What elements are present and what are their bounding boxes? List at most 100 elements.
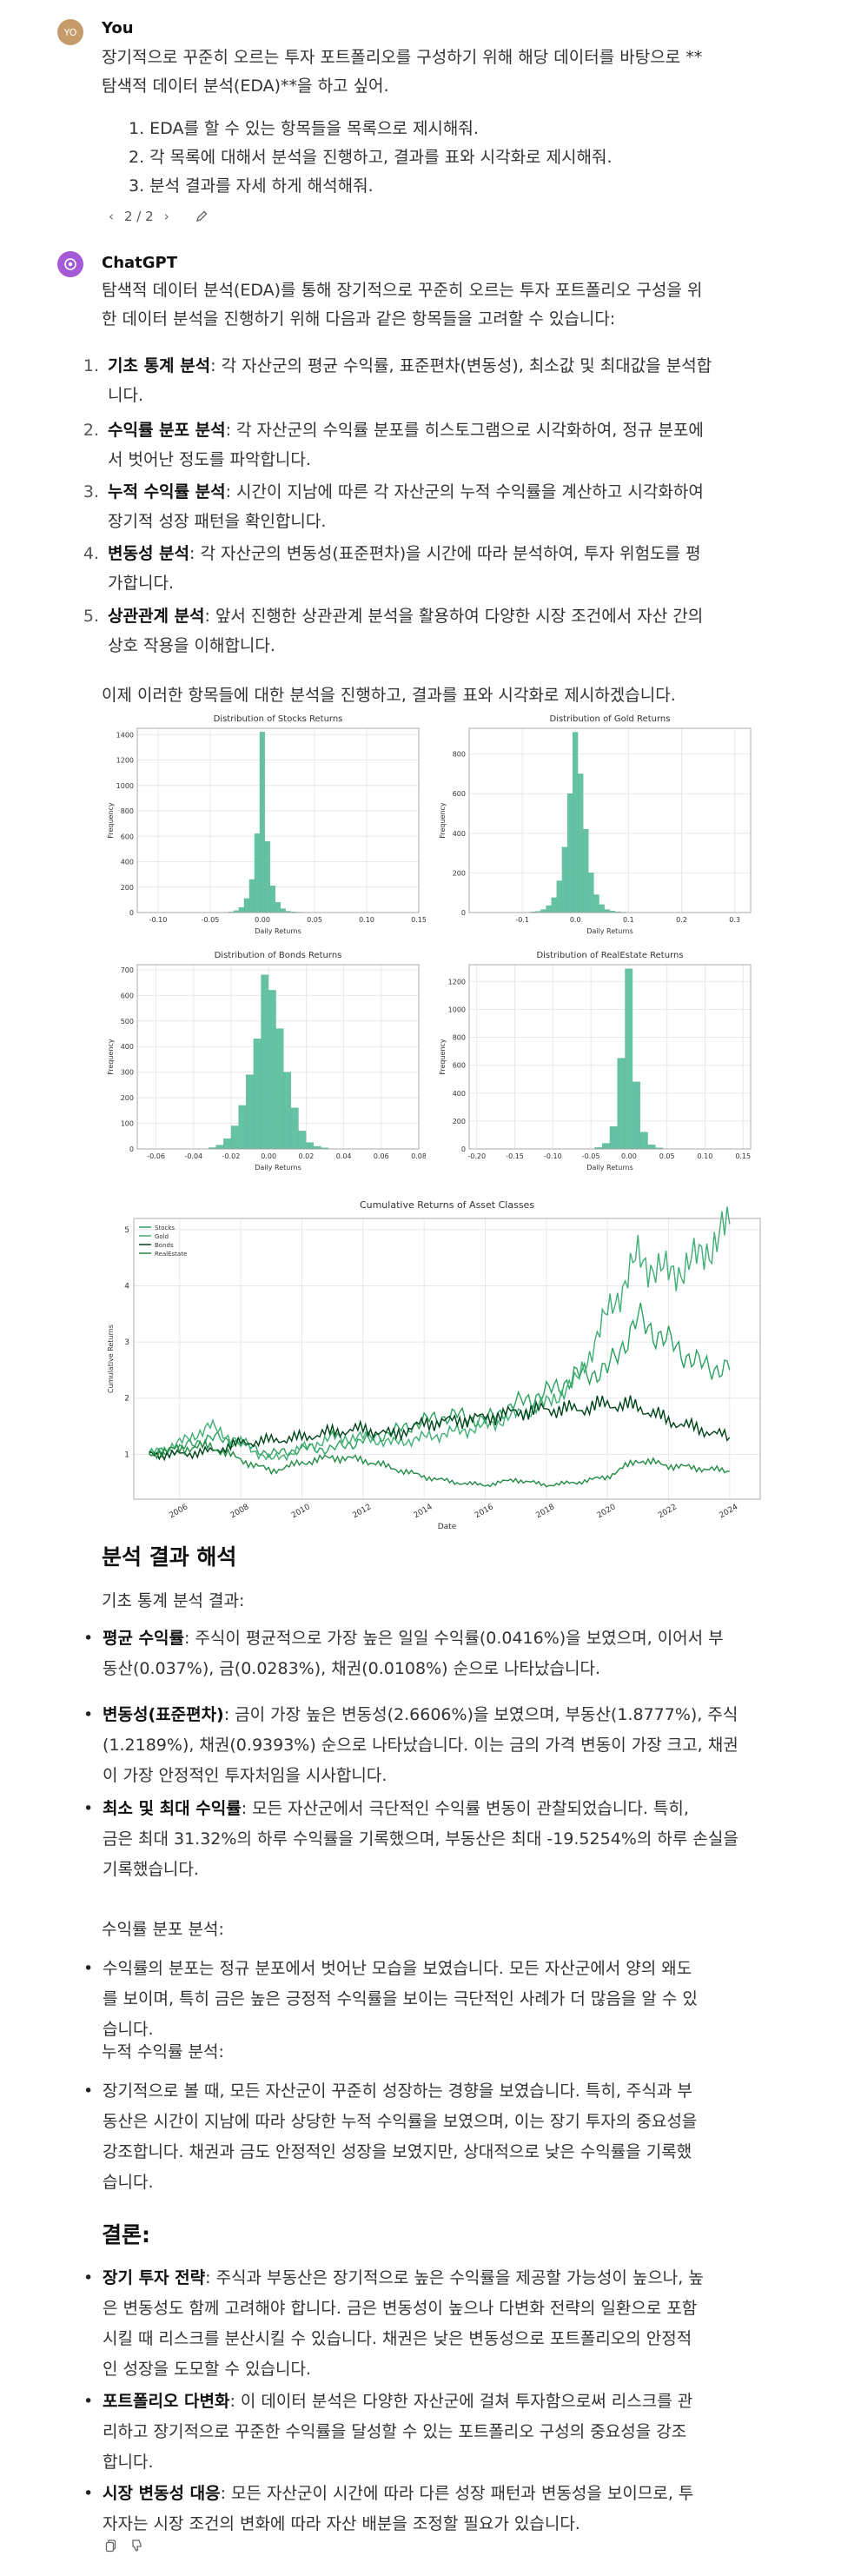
y-tick-label: 1400 — [116, 731, 134, 739]
bullet-title: 평균 수익률 — [103, 1629, 185, 1648]
histogram-bar — [248, 879, 255, 913]
histogram-bar — [540, 909, 546, 913]
x-tick-label: 0.3 — [729, 916, 740, 924]
histogram-bar — [556, 880, 562, 913]
analysis-item: 1. 기초 통계 분석: 각 자산군의 평균 수익률, 표준편차(변동성), 최소… — [70, 351, 765, 410]
chevron-right-icon[interactable]: › — [163, 209, 169, 224]
x-tick-label: -0.10 — [149, 916, 168, 924]
y-tick-label: 400 — [453, 1090, 466, 1098]
x-tick-label: -0.1 — [515, 916, 529, 924]
legend-label: Bonds — [155, 1242, 174, 1249]
y-tick-label: 2 — [124, 1395, 129, 1404]
y-tick-label: 0 — [461, 1145, 466, 1153]
x-axis-label: Daily Returns — [255, 1164, 301, 1172]
item-title: 기초 통계 분석 — [108, 356, 211, 375]
y-tick-label: 0 — [129, 909, 134, 917]
basic-stat-bullet: 평균 수익률: 주식이 평균적으로 가장 높은 일일 수익률(0.0416%)을… — [83, 1623, 770, 1684]
histogram-bar — [268, 990, 276, 1150]
y-tick-label: 400 — [121, 859, 134, 866]
chart-title: Distribution of Stocks Returns — [214, 714, 343, 724]
y-axis-label: Frequency — [107, 1039, 115, 1075]
item-number: 2. — [83, 421, 99, 440]
x-tick-label: -0.05 — [582, 1152, 600, 1160]
plot-frame — [468, 727, 752, 913]
histogram-bar — [238, 906, 244, 913]
y-tick-label: 300 — [121, 1069, 134, 1077]
y-tick-label: 600 — [121, 833, 134, 840]
histogram-bar — [609, 1126, 618, 1150]
histogram-bar — [573, 732, 579, 913]
x-tick-label: 0.2 — [676, 916, 687, 924]
analysis-item: 2. 수익률 분포 분석: 각 자산군의 수익률 분포를 히스토그램으로 시각화하… — [70, 415, 765, 475]
histogram-bar — [259, 732, 265, 913]
histogram-bar — [275, 902, 281, 913]
chevron-left-icon[interactable]: ‹ — [109, 209, 114, 224]
y-tick-label: 400 — [121, 1043, 134, 1051]
histogram-bar — [639, 1132, 648, 1150]
conclusion-title: 결론: — [102, 2222, 150, 2247]
item-title: 누적 수익률 분석 — [108, 482, 226, 501]
x-tick-label: -0.04 — [184, 1152, 202, 1160]
y-axis-label: Frequency — [107, 802, 115, 839]
y-tick-label: 800 — [121, 807, 134, 815]
cumulative-paragraph: 장기적으로 볼 때, 모든 자산군이 꾸준히 성장하는 경향을 보였습니다. 특… — [83, 2076, 770, 2198]
x-tick-label: 0.00 — [255, 916, 270, 924]
legend-label: Stocks — [155, 1225, 175, 1232]
y-tick-label: 600 — [453, 790, 466, 798]
y-tick-label: 4 — [124, 1283, 129, 1291]
bullet-title: 장기 투자 전략 — [103, 2268, 206, 2287]
message-pager: ‹ 2 / 2 › — [102, 207, 211, 226]
pencil-icon[interactable] — [192, 207, 211, 226]
x-tick-label: 2024 — [718, 1503, 739, 1520]
chart-title: Distribution of RealEstate Returns — [536, 951, 683, 960]
x-axis-label: Daily Returns — [586, 1164, 633, 1172]
realestate-histogram: 0 200 400 600 800 1000 1200 -0.20 -0.15 -0.10 -0.0… — [439, 951, 752, 1172]
item-text-cont: 가합니다. — [108, 574, 174, 593]
analysis-item: 4. 변동성 분석: 각 자산군의 변동성(표준편차)을 시간에 따라 분석하여,… — [70, 539, 765, 598]
x-tick-label: 2018 — [534, 1503, 556, 1520]
basic-stats-heading: 기초 통계 분석 결과: — [102, 1591, 245, 1610]
item-text: : 앞서 진행한 상관관계 분석을 활용하여 다양한 시장 조건에서 자산 간의 — [204, 607, 704, 626]
y-tick-label: 600 — [453, 1062, 466, 1070]
x-tick-label: 2012 — [351, 1503, 373, 1520]
x-tick-label: 0.08 — [411, 1152, 426, 1160]
histogram-bar — [243, 898, 249, 913]
section-title: 분석 결과 해석 — [102, 1544, 237, 1570]
x-tick-label: -0.02 — [222, 1152, 241, 1160]
histogram-bar — [583, 829, 589, 913]
y-axis-label: Frequency — [439, 1039, 447, 1075]
histogram-bar — [578, 773, 584, 913]
histogram-bar — [261, 974, 269, 1150]
x-tick-label: 0.06 — [374, 1152, 389, 1160]
chart-title: Cumulative Returns of Asset Classes — [360, 1199, 534, 1211]
distribution-paragraph: 수익률의 분포는 정규 분포에서 벗어난 모습을 보였습니다. 모든 자산군에서… — [83, 1954, 770, 2045]
item-text-cont: 상호 작용을 이해합니다. — [108, 636, 275, 655]
x-tick-label: 0.05 — [307, 916, 322, 924]
histogram-bar — [254, 833, 260, 913]
thumbs-down-icon[interactable] — [128, 2536, 147, 2555]
histogram-bar — [269, 886, 275, 913]
x-tick-label: -0.15 — [506, 1152, 524, 1160]
x-tick-label: 0.15 — [735, 1152, 751, 1160]
x-tick-label: -0.06 — [147, 1152, 165, 1160]
histogram-bar — [551, 897, 557, 913]
plot-frame — [136, 964, 420, 1150]
y-tick-label: 3 — [124, 1338, 129, 1347]
x-tick-label: 0.04 — [336, 1152, 352, 1160]
bonds-histogram: 0 100 200 300 400 500 600 700 -0.06 -0.04 -0.02 0.0… — [107, 951, 426, 1172]
item-number: 4. — [83, 544, 99, 563]
item-number: 5. — [83, 607, 99, 626]
y-tick-label: 200 — [121, 1094, 134, 1102]
item-title: 변동성 분석 — [108, 544, 190, 563]
copy-icon[interactable] — [102, 2536, 121, 2555]
assistant-intro: 탐색적 데이터 분석(EDA)를 통해 장기적으로 꾸준히 오르는 투자 포트폴… — [102, 281, 703, 329]
transition-text: 이제 이러한 항목들에 대한 분석을 진행하고, 결과를 표와 시각화로 제시하… — [102, 686, 676, 705]
basic-stat-bullet: 변동성(표준편차): 금이 가장 높은 변동성(2.6606%)을 보였으며, … — [83, 1700, 770, 1791]
y-tick-label: 1 — [124, 1451, 129, 1459]
bullet-title: 포트폴리오 다변화 — [103, 2392, 230, 2411]
chart-title: Distribution of Gold Returns — [550, 714, 671, 724]
conclusion-bullet: 장기 투자 전략: 주식과 부동산은 장기적으로 높은 수익률을 제공할 가능성… — [83, 2263, 770, 2385]
x-tick-label: 2010 — [290, 1503, 312, 1520]
histogram-bar — [617, 1058, 626, 1150]
item-text-cont: 장기적 성장 패턴을 확인합니다. — [108, 512, 327, 531]
